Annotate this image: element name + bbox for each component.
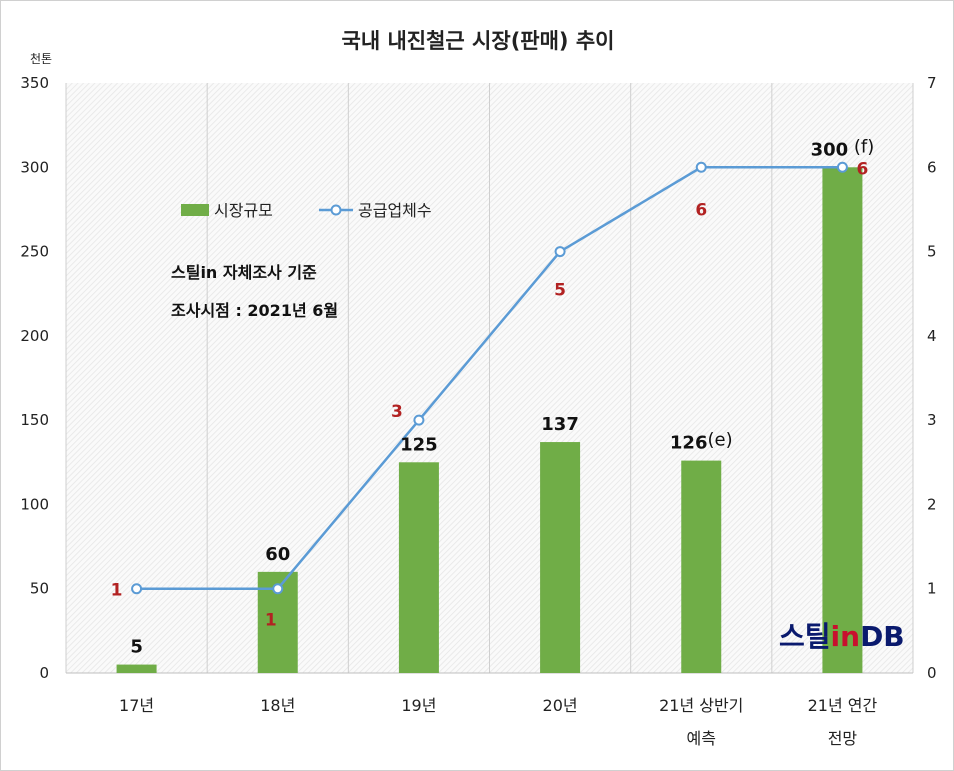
bar <box>540 442 581 673</box>
x-tick-label: 17년 <box>119 696 154 715</box>
line-point <box>272 583 284 595</box>
y2-tick-label: 7 <box>927 74 937 92</box>
y-tick-label: 100 <box>20 495 49 513</box>
line-value-label: 6 <box>695 200 707 220</box>
x-tick-label: 21년 연간 <box>808 696 878 715</box>
y2-tick-label: 2 <box>927 495 937 513</box>
bar-value-label: 5 <box>130 637 143 658</box>
line-point <box>413 414 425 426</box>
bar-value-suffix: (e) <box>707 430 732 451</box>
bar-value-label: 300 (f) <box>811 136 875 160</box>
y-tick-label: 300 <box>20 158 49 176</box>
logo-part1: 스틸 <box>779 620 831 653</box>
x-tick-label: 20년 <box>543 696 578 715</box>
bar-value-suffix: (f) <box>848 136 874 157</box>
legend-marker <box>330 204 342 216</box>
bar-value: 126 <box>670 433 708 454</box>
note-survey-date: 조사시점 : 2021년 6월 <box>171 301 338 320</box>
bar-value-label: 60 <box>265 544 290 565</box>
x-tick-label: 18년 <box>260 696 295 715</box>
y-tick-label: 150 <box>20 411 49 429</box>
logo-part3: DB <box>860 620 905 653</box>
y2-tick-label: 6 <box>927 158 937 176</box>
legend-swatch-bar <box>181 204 209 216</box>
bar <box>681 460 722 673</box>
logo: 스틸inDB <box>779 620 905 653</box>
bar-value: 60 <box>265 544 290 565</box>
chart-title: 국내 내진철근 시장(판매) 추이 <box>342 29 615 53</box>
x-tick-label: 전망 <box>828 729 858 748</box>
bar-value: 137 <box>541 414 579 435</box>
bar <box>116 664 157 673</box>
bar-value-label: 137 <box>541 414 579 435</box>
y2-tick-label: 1 <box>927 580 937 598</box>
x-tick-label: 19년 <box>401 696 436 715</box>
y-tick-label: 350 <box>20 74 49 92</box>
supplier-count-line <box>136 166 843 590</box>
y-tick-label: 0 <box>39 664 49 682</box>
line-point <box>554 246 566 258</box>
bar-value: 5 <box>130 637 143 658</box>
note-survey-basis: 스틸in 자체조사 기준 <box>171 263 317 282</box>
bar <box>822 167 863 674</box>
bar-value-label: 125 <box>400 434 438 455</box>
axis-ticks: 0 50 100 150 200 250 300 350 0 1 2 3 4 5 6 7 17년 18년 19년 20… <box>20 74 936 748</box>
bar-value: 300 <box>811 139 849 160</box>
y-axis-unit: 천톤 <box>30 51 52 66</box>
y-tick-label: 250 <box>20 243 49 261</box>
legend-label-line: 공급업체수 <box>358 201 432 220</box>
logo-part2: in <box>831 620 861 653</box>
line-point <box>836 161 848 173</box>
line-value-label: 1 <box>111 581 123 601</box>
gridlines <box>65 83 914 674</box>
line-value-label: 6 <box>856 159 868 179</box>
logo-wordmark: 스틸inDB <box>779 620 905 653</box>
x-tick-label: 예측 <box>687 729 716 748</box>
bar-value: 125 <box>400 434 438 455</box>
line-value-label: 5 <box>554 281 566 301</box>
bar-value-label: 126(e) <box>670 430 733 454</box>
x-tick-label: 21년 상반기 <box>659 696 743 715</box>
line-value-label: 3 <box>391 402 403 422</box>
legend-label-bar: 시장규모 <box>214 201 273 220</box>
y2-tick-label: 5 <box>927 243 937 261</box>
y-tick-label: 50 <box>30 580 49 598</box>
line-series <box>131 161 848 595</box>
legend: 시장규모 공급업체수 <box>181 201 432 220</box>
y2-tick-label: 3 <box>927 411 937 429</box>
y-tick-label: 200 <box>20 327 49 345</box>
data-labels: 5 60 125 137 126(e) 300 (f) 1 1 3 5 6 6 <box>111 136 875 657</box>
line-value-label: 1 <box>265 611 277 631</box>
y2-tick-label: 0 <box>927 664 937 682</box>
bar <box>398 462 439 673</box>
line-point <box>695 161 707 173</box>
y2-tick-label: 4 <box>927 327 937 345</box>
line-point <box>131 583 143 595</box>
